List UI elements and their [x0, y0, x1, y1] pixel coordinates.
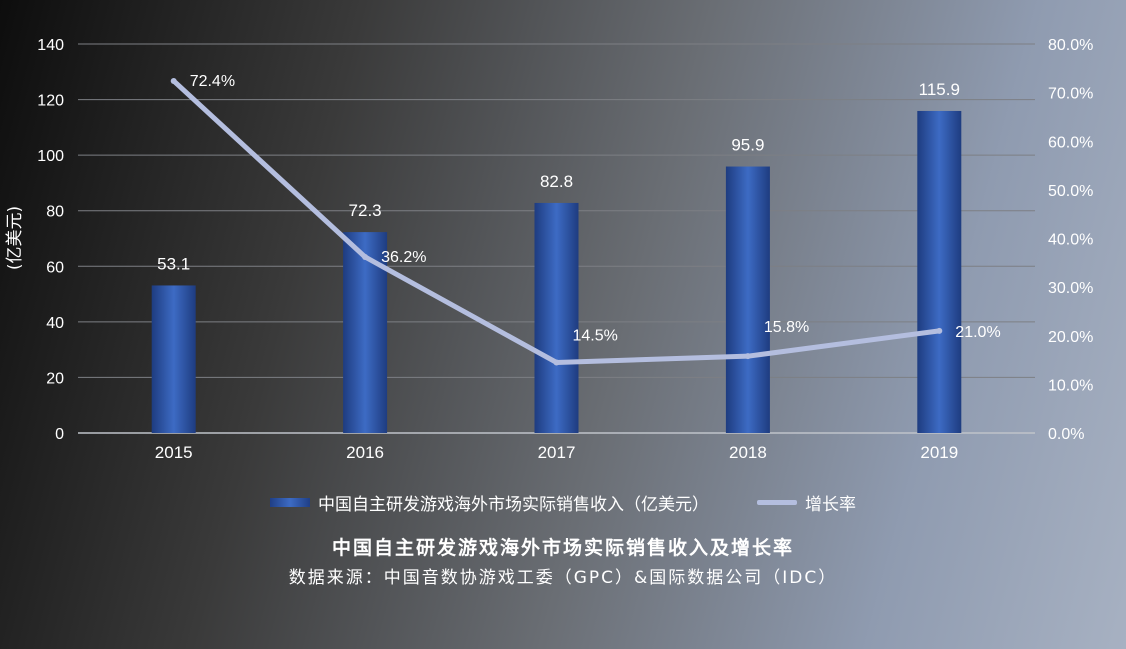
bar-series	[151, 110, 962, 434]
bar-value-label: 53.1	[157, 254, 190, 273]
y-tick-label: 120	[37, 93, 64, 110]
y-tick-label: 20	[46, 370, 64, 387]
line-data-labels: 72.4% 36.2% 14.5% 15.8% 21.0%	[190, 73, 1001, 345]
y-tick-label: 140	[37, 37, 64, 54]
x-tick-label: 2016	[346, 443, 384, 462]
x-tick-label: 2015	[155, 443, 193, 462]
bar-value-label: 72.3	[349, 201, 382, 220]
legend-line-swatch	[757, 500, 797, 505]
bar	[917, 110, 962, 434]
y-tick-label: 0	[55, 426, 64, 443]
bar-value-label: 95.9	[731, 136, 764, 155]
y-tick-label: 40	[46, 315, 64, 332]
bar	[725, 166, 770, 433]
growth-value-label: 21.0%	[955, 324, 1000, 341]
growth-value-label: 15.8%	[764, 319, 809, 336]
legend-item-growth: 增长率	[757, 490, 856, 515]
growth-point	[744, 353, 751, 360]
bar-value-label: 115.9	[919, 80, 960, 99]
chart-title: 中国自主研发游戏海外市场实际销售收入及增长率	[331, 537, 794, 559]
x-tick-label: 2017	[538, 443, 576, 462]
y2-tick-label: 80.0%	[1048, 37, 1093, 54]
y2-tick-label: 70.0%	[1048, 86, 1093, 103]
legend-bar-swatch	[270, 498, 310, 507]
y-tick-label: 100	[37, 148, 64, 165]
growth-value-label: 72.4%	[190, 73, 235, 90]
chart-source: 数据来源：中国音数协游戏工委（GPC）&国际数据公司（IDC）	[288, 568, 838, 588]
y-tick-label: 80	[46, 204, 64, 221]
growth-point	[362, 253, 369, 260]
bar-value-label: 82.8	[540, 172, 573, 191]
y2-tick-label: 30.0%	[1048, 280, 1093, 297]
x-tick-label: 2018	[729, 443, 767, 462]
bar-data-labels: 53.1 72.3 82.8 95.9 115.9	[157, 80, 960, 273]
x-tick-label: 2019	[920, 443, 958, 462]
y-tick-label: 60	[46, 259, 64, 276]
y2-tick-label: 0.0%	[1048, 426, 1084, 443]
left-axis-ticks: 0 20 40 60 80 100 120 140	[37, 37, 64, 443]
x-axis-ticks: 2015 2016 2017 2018 2019	[155, 443, 958, 462]
y2-tick-label: 10.0%	[1048, 377, 1093, 394]
bar	[151, 285, 196, 433]
y2-tick-label: 20.0%	[1048, 329, 1093, 346]
legend: 中国自主研发游戏海外市场实际销售收入（亿美元） 增长率	[0, 490, 1126, 515]
right-axis-ticks: 0.0% 10.0% 20.0% 30.0% 40.0% 50.0% 60.0% 70.0% 8…	[1048, 37, 1093, 443]
y2-tick-label: 50.0%	[1048, 183, 1093, 200]
legend-item-revenue: 中国自主研发游戏海外市场实际销售收入（亿美元）	[270, 490, 709, 515]
growth-point	[936, 327, 943, 334]
legend-label-growth: 增长率	[805, 495, 856, 515]
growth-value-label: 14.5%	[573, 327, 618, 344]
bar	[534, 202, 579, 433]
line-series	[170, 77, 943, 366]
growth-point	[553, 359, 560, 366]
y2-tick-label: 60.0%	[1048, 134, 1093, 151]
y-axis-label: (亿美元)	[5, 206, 25, 270]
growth-point	[170, 77, 177, 84]
legend-label-revenue: 中国自主研发游戏海外市场实际销售收入（亿美元）	[318, 495, 709, 515]
growth-value-label: 36.2%	[381, 249, 426, 266]
y2-tick-label: 40.0%	[1048, 232, 1093, 249]
